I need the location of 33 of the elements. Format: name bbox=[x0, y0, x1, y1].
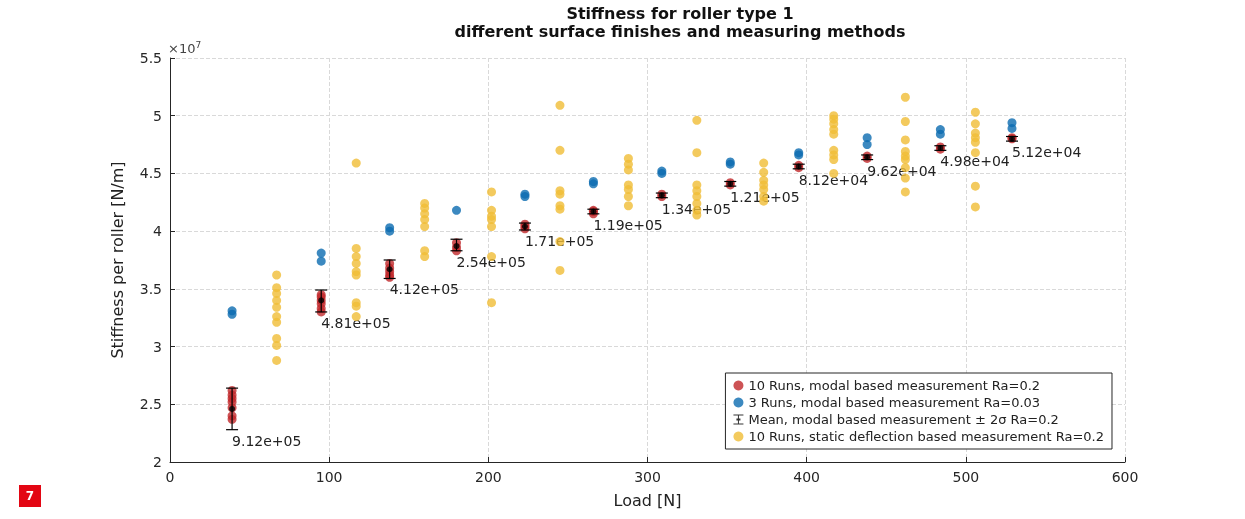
annotation: 9.12e+05 bbox=[232, 432, 302, 449]
annotation: 2.54e+05 bbox=[456, 253, 526, 270]
y-tick-label: 2 bbox=[153, 454, 162, 470]
x-tick-label: 300 bbox=[634, 469, 661, 485]
annotation: 4.12e+05 bbox=[389, 281, 459, 298]
y-tick-label: 3.5 bbox=[139, 280, 162, 297]
x-tick-label: 0 bbox=[165, 469, 175, 485]
annotation: 4.98e+04 bbox=[940, 153, 1010, 170]
text: 7 bbox=[19, 485, 41, 507]
annotation: 9.62e+04 bbox=[867, 162, 937, 179]
x-tick-label: 200 bbox=[474, 469, 502, 485]
x-tick-label: 600 bbox=[1111, 469, 1139, 485]
y-tick-label: 5.5 bbox=[139, 50, 162, 66]
y-tick-label: 5 bbox=[153, 107, 162, 124]
y-tick-label: 4.5 bbox=[139, 165, 162, 182]
chart-subtitle: different surface finishes and measuring methods bbox=[454, 21, 906, 41]
y-tick-label: 2.5 bbox=[139, 396, 162, 413]
legend-label: 10 Runs, modal based measurement Ra=0.2 bbox=[748, 378, 1041, 393]
x-tick-label: 100 bbox=[315, 469, 343, 485]
x-tick-label: 400 bbox=[793, 469, 821, 485]
x-axis-title: Load [N] bbox=[613, 490, 682, 510]
y-tick-label: 3 bbox=[153, 338, 162, 355]
y-tick-label: 4 bbox=[153, 223, 163, 240]
chart-title: Stiffness for roller type 1 bbox=[566, 3, 794, 23]
annotation: 5.12e+04 bbox=[1011, 144, 1082, 161]
legend-label: Mean, modal based measurement ± 2σ Ra=0.2 bbox=[748, 412, 1059, 427]
annotation: 1.19e+05 bbox=[593, 216, 663, 233]
x-tick-label: 500 bbox=[952, 469, 980, 485]
legend-label: 3 Runs, modal based measurement Ra=0.03 bbox=[748, 395, 1041, 410]
y-axis-title: Stiffness per roller [N/m] bbox=[107, 161, 127, 359]
legend-label: 10 Runs, static deflection based measurement Ra=0.2 bbox=[748, 429, 1105, 444]
annotation: 4.81e+05 bbox=[321, 314, 391, 331]
annotation: 8.12e+04 bbox=[798, 171, 869, 188]
